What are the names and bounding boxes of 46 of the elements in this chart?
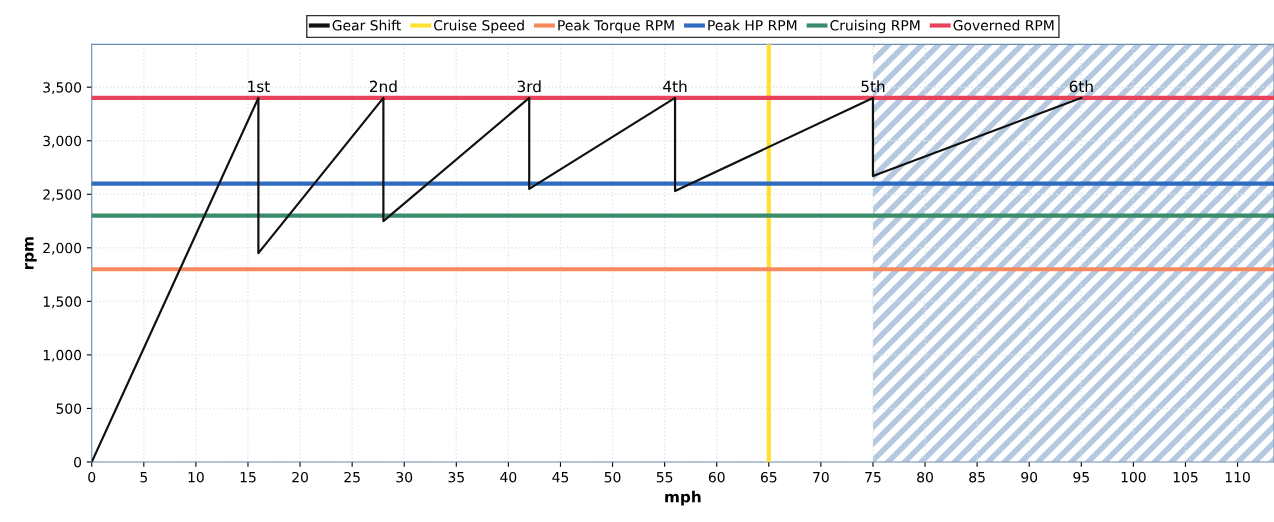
x-tick-label: 105 bbox=[1173, 471, 1198, 483]
x-tick-label: 70 bbox=[813, 471, 829, 483]
legend-label: Cruising RPM bbox=[830, 19, 920, 34]
line-series bbox=[91, 96, 1083, 462]
x-tick-label: 10 bbox=[188, 471, 204, 483]
x-tick-label: 30 bbox=[396, 471, 413, 483]
x-tick-label: 110 bbox=[1225, 471, 1250, 483]
x-tick-label: 95 bbox=[1073, 471, 1089, 483]
legend-label: Gear Shift bbox=[332, 19, 401, 31]
x-tick-label: 15 bbox=[240, 472, 256, 483]
x-tick-label: 20 bbox=[292, 471, 308, 483]
x-tick-label: 35 bbox=[448, 471, 464, 483]
x-axis-title: mph bbox=[665, 490, 701, 506]
y-axis-title: rpm bbox=[24, 237, 37, 270]
x-tick-label: 50 bbox=[604, 471, 621, 483]
x-tick-label: 65 bbox=[760, 471, 777, 483]
x-tick-label: 0 bbox=[88, 471, 96, 483]
y-tick-label: 2,000 bbox=[43, 242, 82, 255]
y-tick-label: 2,500 bbox=[43, 189, 82, 202]
x-tick-label: 55 bbox=[656, 472, 673, 483]
x-tick-label: 5 bbox=[140, 472, 148, 483]
legend-label: Peak HP RPM bbox=[708, 19, 797, 31]
x-tick-label: 85 bbox=[969, 471, 985, 483]
x-tick-label: 25 bbox=[344, 471, 360, 483]
y-tick-label: 1,000 bbox=[43, 349, 82, 362]
x-tick-label: 100 bbox=[1121, 471, 1146, 483]
y-tick-label: 0 bbox=[74, 456, 82, 468]
annotation: 1st bbox=[248, 80, 270, 93]
x-tick-label: 40 bbox=[500, 471, 517, 483]
annotation: 4th bbox=[663, 80, 687, 92]
y-tick-label: 1,500 bbox=[43, 296, 82, 309]
x-tick-label: 80 bbox=[917, 471, 933, 483]
x-tick-label: 90 bbox=[1021, 471, 1038, 483]
annotation: 3rd bbox=[517, 80, 541, 93]
annotation: 2nd bbox=[369, 80, 397, 93]
x-tick-label: 60 bbox=[708, 471, 725, 483]
x-tick-label: 75 bbox=[865, 472, 881, 483]
y-tick-label: 3,500 bbox=[43, 82, 82, 95]
x-tick-label: 45 bbox=[552, 472, 569, 483]
legend-label: Governed RPM bbox=[953, 19, 1054, 31]
annotation: 6th bbox=[1069, 80, 1093, 93]
y-tick-label: 3,000 bbox=[43, 135, 82, 148]
annotation: 5th bbox=[861, 80, 885, 93]
y-tick-label: 500 bbox=[56, 403, 82, 414]
legend-label: Cruise Speed bbox=[434, 19, 524, 34]
legend-label: Peak Torque RPM bbox=[558, 19, 674, 34]
